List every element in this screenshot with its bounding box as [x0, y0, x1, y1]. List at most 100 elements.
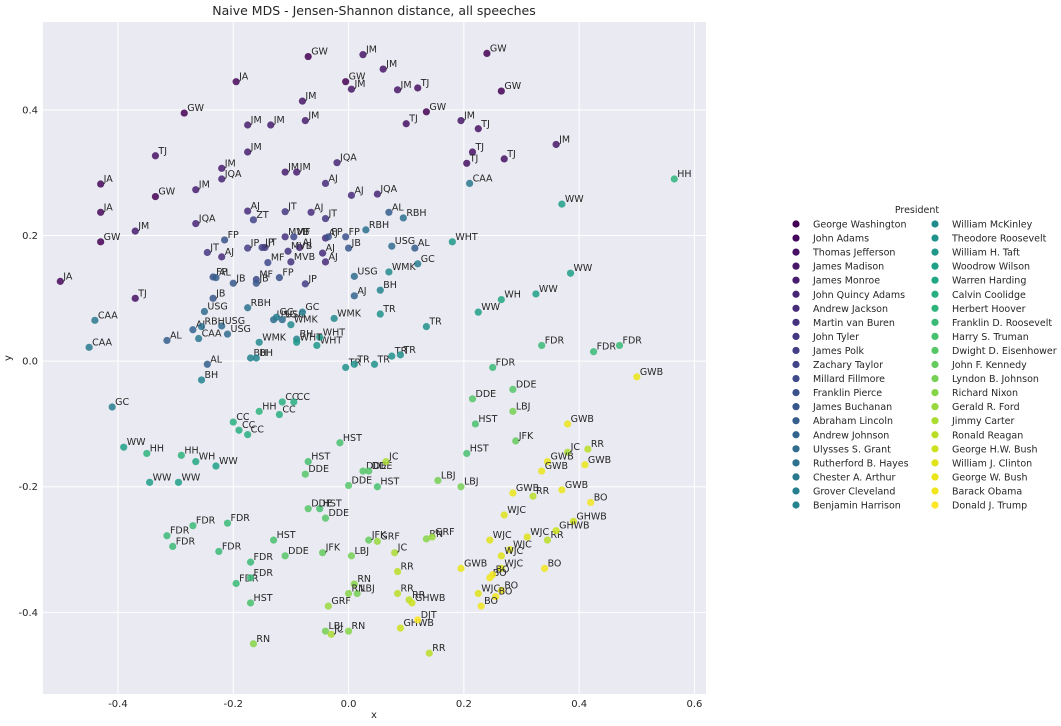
data-point: [221, 236, 229, 244]
legend-marker: [792, 501, 800, 509]
data-point-label: WW: [481, 302, 500, 313]
data-point-label: WJC: [481, 584, 500, 595]
data-point-label: FDR: [545, 335, 565, 346]
data-point-label: CAA: [92, 337, 112, 348]
legend-marker: [931, 332, 939, 340]
data-point: [344, 244, 353, 252]
data-point-label: RN: [352, 584, 366, 595]
data-point-label: RR: [412, 590, 426, 601]
data-point: [267, 121, 275, 129]
data-point-label: BO: [493, 568, 507, 579]
data-point-label: FP: [216, 267, 227, 278]
data-point-label: BH: [254, 348, 268, 359]
data-point: [376, 310, 384, 318]
data-point-label: WJC: [504, 546, 523, 557]
data-point: [365, 467, 373, 475]
legend-marker: [931, 473, 939, 481]
data-point-label: GC: [115, 397, 129, 408]
data-point-label: JA: [238, 72, 249, 83]
data-point: [244, 207, 252, 215]
data-point: [97, 238, 105, 246]
data-point-label: GRF: [331, 596, 350, 607]
legend-entry: Chester A. Arthur: [813, 472, 895, 483]
data-point-label: BO: [504, 580, 518, 591]
legend-title: President: [895, 205, 940, 216]
legend-entry: Woodrow Wilson: [952, 262, 1030, 273]
data-point-label: JM: [353, 79, 365, 90]
data-point-label: GC: [279, 307, 293, 318]
data-point: [468, 148, 477, 156]
data-point-label: AJ: [357, 286, 366, 297]
data-point: [564, 420, 572, 428]
data-point-label: GW: [311, 47, 328, 58]
data-point: [218, 253, 226, 261]
data-point-label: RR: [401, 584, 415, 595]
data-point-label: JM: [304, 91, 316, 102]
data-point-label: JP: [307, 274, 317, 285]
legend-marker: [792, 473, 800, 481]
data-point: [321, 627, 330, 635]
data-point: [275, 274, 283, 282]
data-point: [347, 85, 356, 93]
data-point-label: RBH: [406, 208, 426, 219]
data-point-label: RBH: [205, 317, 225, 328]
data-point: [301, 470, 309, 478]
data-point-label: RBH: [251, 298, 271, 309]
data-point: [509, 385, 517, 394]
data-point: [414, 84, 422, 92]
x-tick-labels: -0.4 -0.2 0.0 0.2 0.4 0.6: [108, 699, 702, 710]
legend-marker: [792, 459, 800, 467]
data-point-label: JC: [397, 543, 408, 554]
data-point: [466, 179, 474, 188]
data-point-label: FDR: [176, 536, 196, 547]
data-point: [281, 552, 289, 560]
data-point: [584, 445, 592, 453]
data-point-label: GW: [104, 232, 121, 243]
data-point: [108, 403, 116, 411]
chart-title: Naive MDS - Jensen-Shannon distance, all…: [212, 3, 536, 18]
data-point-label: TR: [402, 345, 416, 356]
data-point: [218, 322, 226, 330]
data-point-label: WJC: [513, 540, 532, 551]
legend-entry: William H. Taft: [952, 248, 1020, 259]
data-point-label: JQA: [198, 214, 216, 225]
data-point-label: JB: [351, 238, 361, 249]
legend-entry: John Adams: [812, 234, 869, 245]
data-point: [336, 439, 344, 447]
data-point-label: AJ: [328, 252, 337, 263]
data-point: [497, 552, 505, 560]
data-point: [146, 478, 154, 486]
data-point-label: GWB: [550, 452, 573, 463]
data-point-label: GW: [490, 43, 507, 54]
data-point-label: RBH: [369, 220, 389, 231]
data-point-label: CC: [285, 392, 299, 403]
data-point: [388, 242, 396, 250]
data-point-label: USG: [230, 324, 250, 335]
data-point: [235, 426, 243, 434]
data-point: [474, 589, 482, 598]
data-point: [414, 260, 422, 268]
data-point: [281, 233, 289, 241]
data-point: [200, 307, 209, 316]
data-point-label: LBJ: [441, 470, 456, 481]
data-point: [192, 220, 200, 228]
data-point-label: FDR: [230, 513, 250, 524]
data-point: [232, 579, 240, 588]
data-point-label: JB: [235, 273, 245, 284]
data-point: [564, 448, 572, 456]
data-point: [163, 336, 171, 345]
data-point-label: BH: [259, 348, 273, 359]
data-point-label: TR: [377, 354, 391, 365]
data-point-label: FDR: [254, 552, 274, 563]
data-point-label: CAA: [98, 310, 118, 321]
data-point: [385, 268, 393, 276]
legend-entry: Franklin Pierce: [813, 388, 882, 399]
data-point-label: JC: [388, 452, 399, 463]
data-point-label: AL: [392, 202, 404, 213]
data-point-label: WW: [539, 284, 558, 295]
data-point-label: BH: [383, 280, 397, 291]
data-point: [321, 258, 330, 266]
data-point: [543, 536, 552, 544]
